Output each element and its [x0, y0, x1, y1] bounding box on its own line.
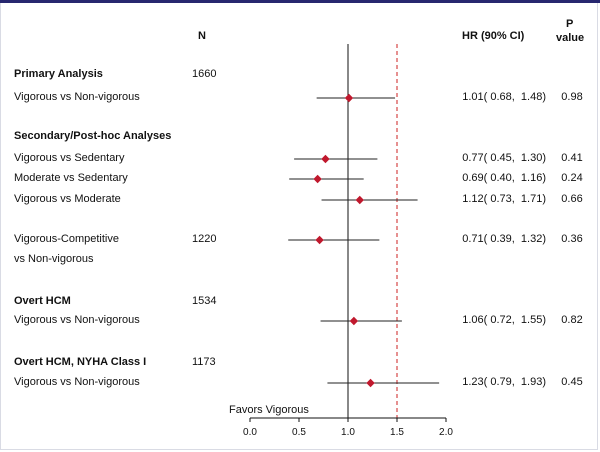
row-hr-value: 1.23( 0.79, 1.93) [462, 376, 546, 388]
row-label: Secondary/Post-hoc Analyses [14, 130, 172, 142]
hr-point-marker [355, 195, 364, 205]
row-label: Moderate vs Sedentary [14, 172, 128, 184]
row-p-value: 0.41 [561, 152, 583, 164]
row-label: Vigorous vs Non-vigorous [14, 314, 140, 326]
row-hr-value: 1.06( 0.72, 1.55) [462, 314, 546, 326]
row-p-value: 0.36 [561, 233, 583, 245]
header-hr: HR (90% CI) [462, 30, 525, 42]
row-hr-value: 0.77( 0.45, 1.30) [462, 152, 546, 164]
row-label: vs Non-vigorous [14, 253, 94, 265]
row-label: Overt HCM [14, 295, 71, 307]
row-label: Vigorous vs Sedentary [14, 152, 125, 164]
favors-label: Favors Vigorous [229, 404, 309, 416]
row-label: Vigorous vs Non-vigorous [14, 91, 140, 103]
row-label: Overt HCM, NYHA Class I [14, 356, 147, 368]
row-label: Primary Analysis [14, 68, 103, 80]
hr-point-marker [366, 378, 375, 388]
row-n-value: 1660 [192, 68, 217, 80]
top-border [0, 0, 600, 3]
row-label: Vigorous-Competitive [14, 233, 119, 245]
header-n: N [198, 30, 206, 42]
hr-point-marker [313, 174, 322, 184]
row-p-value: 0.45 [561, 376, 583, 388]
row-hr-value: 1.12( 0.73, 1.71) [462, 193, 546, 205]
x-tick-label: 0.5 [292, 427, 306, 438]
hr-point-marker [349, 316, 359, 326]
x-tick-label: 2.0 [439, 427, 453, 438]
row-label: Vigorous vs Moderate [14, 193, 121, 205]
row-hr-value: 0.71( 0.39, 1.32) [462, 233, 546, 245]
row-p-value: 0.66 [561, 193, 583, 205]
row-hr-value: 1.01( 0.68, 1.48) [462, 91, 546, 103]
hr-point-marker [315, 235, 324, 245]
row-n-value: 1534 [192, 295, 217, 307]
row-hr-value: 0.69( 0.40, 1.16) [462, 172, 546, 184]
row-p-value: 0.82 [561, 314, 583, 326]
row-p-value: 0.24 [561, 172, 583, 184]
x-tick-label: 1.0 [341, 427, 355, 438]
row-n-value: 1173 [192, 356, 216, 368]
x-tick-label: 0.0 [243, 427, 257, 438]
row-n-value: 1220 [192, 233, 217, 245]
hr-point-marker [344, 93, 354, 103]
header-p-line2: value [556, 32, 585, 44]
hr-point-marker [321, 154, 330, 164]
header-p-line1: P [566, 18, 574, 30]
x-tick-label: 1.5 [390, 427, 404, 438]
row-p-value: 0.98 [561, 91, 583, 103]
row-label: Vigorous vs Non-vigorous [14, 376, 140, 388]
